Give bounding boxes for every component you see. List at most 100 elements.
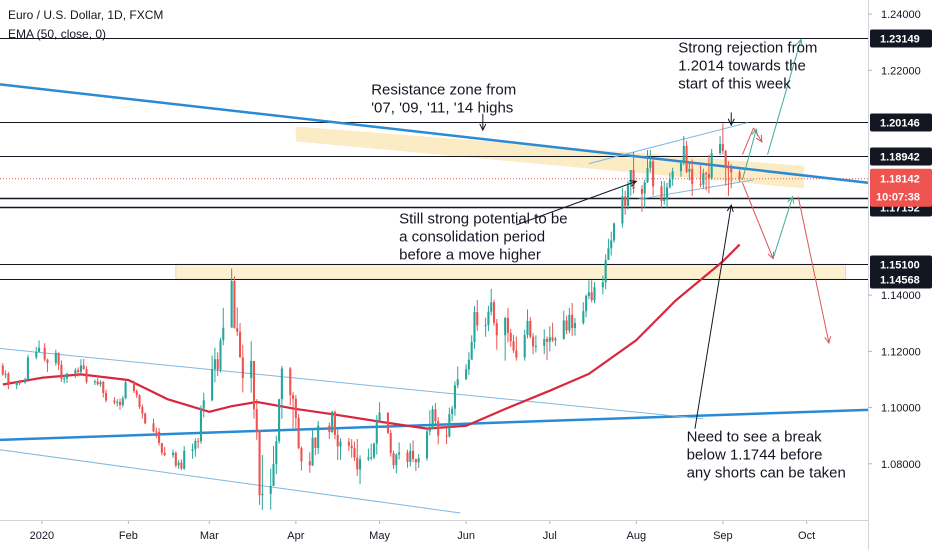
candle <box>386 412 389 434</box>
candle <box>437 417 440 445</box>
candle <box>668 172 671 189</box>
price-axis[interactable]: 1.24000 1.22000 1.14000 1.12000 1.10000 1.080… <box>868 0 932 550</box>
candle-body <box>258 430 261 496</box>
candle <box>492 299 496 326</box>
arrow-shaft <box>772 196 794 259</box>
candle-body <box>160 442 163 453</box>
candle <box>484 317 487 337</box>
candles <box>1 123 741 510</box>
candle <box>445 425 448 445</box>
candle-body <box>219 340 222 370</box>
candle-body <box>504 317 507 336</box>
arrow-shaft <box>797 196 830 344</box>
candle <box>587 280 590 300</box>
candle-body <box>272 464 275 486</box>
candle-body <box>445 435 448 437</box>
candle-body <box>395 454 398 466</box>
scenario-arrow <box>741 128 759 181</box>
candle <box>565 315 568 335</box>
candle-body <box>292 395 295 399</box>
support-zone <box>175 263 847 280</box>
candle-body <box>476 312 479 326</box>
candle <box>113 397 116 405</box>
candle <box>395 453 398 474</box>
price-tick-label: 1.08000 <box>881 459 921 471</box>
candle-body <box>339 441 342 447</box>
candle <box>375 415 378 455</box>
arrow-head <box>751 128 759 137</box>
candle-body <box>573 322 576 329</box>
candle-body <box>77 370 80 372</box>
date-tick-label: Aug <box>627 530 647 542</box>
ema-legend[interactable]: EMA (50, close, 0) <box>8 27 107 41</box>
candle <box>202 392 205 418</box>
candle <box>529 317 532 339</box>
resistance-zone <box>295 126 804 189</box>
price-tick-label: 1.12000 <box>881 346 921 358</box>
candle <box>197 437 200 449</box>
candle <box>451 405 454 422</box>
candle-body <box>46 359 49 363</box>
candle <box>487 305 490 332</box>
candle-body <box>230 281 233 328</box>
candle <box>551 322 554 343</box>
symbol-legend[interactable]: Euro / U.S. Dollar, 1D, FXCM <box>8 8 164 22</box>
candle <box>467 352 470 375</box>
candle-body <box>43 347 46 360</box>
candle <box>534 335 537 353</box>
candle <box>258 430 261 505</box>
candle-body <box>593 287 596 301</box>
candle <box>275 435 278 475</box>
trendline-major-ascending <box>0 408 869 442</box>
candle-body <box>74 370 77 374</box>
candle <box>727 161 730 196</box>
candle <box>60 360 63 382</box>
candle <box>216 352 219 377</box>
arrow-head <box>726 204 734 213</box>
arrow-shaft <box>741 127 755 155</box>
arrow-head <box>824 336 832 345</box>
annotation-text: '07, '09, '11, '14 highs <box>371 100 513 117</box>
candle <box>77 367 80 377</box>
candle-body <box>7 373 10 386</box>
candle <box>643 179 646 209</box>
time-axis[interactable]: 2020 Feb Mar Apr May Jun Jul Aug Sep Oct <box>0 520 868 542</box>
candle-body <box>311 437 314 466</box>
candle <box>292 392 295 429</box>
candle-body <box>275 441 278 465</box>
candle-body <box>487 311 490 325</box>
scenario-arrow <box>741 127 755 155</box>
candle-body <box>236 328 239 332</box>
candle <box>610 231 613 256</box>
candle-body <box>280 368 283 400</box>
price-tick-label: 1.14000 <box>881 290 921 302</box>
candle <box>707 154 710 194</box>
candle-body <box>241 357 244 379</box>
candle-body <box>610 240 613 249</box>
candle <box>155 427 158 438</box>
candle-body <box>548 337 551 342</box>
candle <box>632 152 635 194</box>
candle <box>702 168 705 189</box>
annotation-text: Resistance zone from <box>371 82 516 99</box>
candle-body <box>585 295 588 312</box>
candle <box>183 446 186 470</box>
candle <box>372 442 376 460</box>
candle-body <box>568 314 571 331</box>
candle-body <box>604 260 607 283</box>
candle-body <box>456 379 459 386</box>
candle-body <box>398 452 401 455</box>
candle-body <box>448 414 451 437</box>
candle <box>158 428 161 446</box>
candle <box>314 437 317 456</box>
candle-body <box>543 338 546 347</box>
candle <box>585 294 588 318</box>
candle <box>171 449 175 458</box>
candle <box>308 452 311 473</box>
candle <box>682 136 685 166</box>
candle-body <box>707 173 710 178</box>
candle-body <box>358 459 362 470</box>
candle-body <box>534 346 537 348</box>
arrow-shaft <box>741 129 757 181</box>
